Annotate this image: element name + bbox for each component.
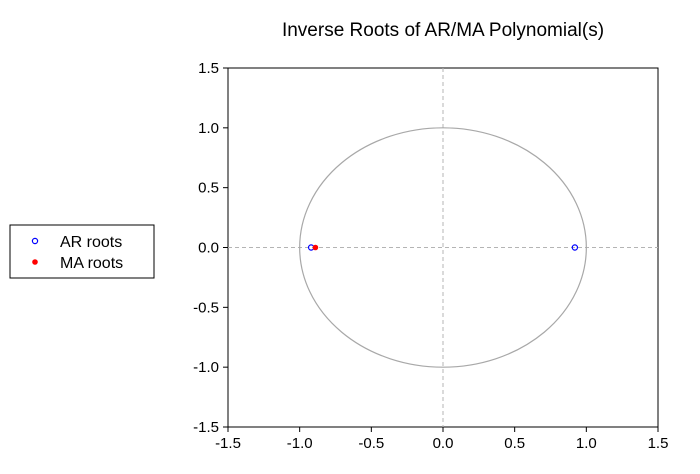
x-tick-label: 0.5	[504, 435, 525, 452]
y-tick-label: -1.0	[193, 359, 219, 376]
x-tick-label: -1.0	[287, 435, 313, 452]
x-tick-label: 1.0	[576, 435, 597, 452]
x-axis: -1.5 -1.0 -0.5 0.0 0.5 1.0 1.5	[215, 427, 668, 452]
legend-marker-ma	[32, 259, 38, 265]
chart-title: Inverse Roots of AR/MA Polynomial(s)	[282, 20, 604, 41]
x-tick-label: -1.5	[215, 435, 241, 452]
x-tick-label: 1.5	[648, 435, 669, 452]
legend-marker-ar	[31, 237, 39, 245]
y-tick-label: 0.0	[198, 240, 219, 257]
unit-circle	[299, 127, 587, 368]
y-tick-label: -1.5	[193, 419, 219, 436]
legend-label-ma: MA roots	[60, 255, 123, 272]
ar-root-point	[571, 244, 579, 251]
x-tick-label: -0.5	[358, 435, 384, 452]
y-tick-label: 1.0	[198, 120, 219, 137]
y-tick-label: 0.5	[198, 180, 219, 197]
x-tick-label: 0.0	[433, 435, 454, 452]
legend-label-ar: AR roots	[60, 234, 122, 251]
ma-root-point	[312, 244, 319, 251]
y-tick-label: -0.5	[193, 299, 219, 316]
root-points	[307, 244, 579, 251]
legend	[9, 224, 155, 279]
y-axis: 1.5 1.0 0.5 0.0 -0.5 -1.0 -1.5	[193, 60, 228, 436]
y-tick-label: 1.5	[198, 60, 219, 77]
